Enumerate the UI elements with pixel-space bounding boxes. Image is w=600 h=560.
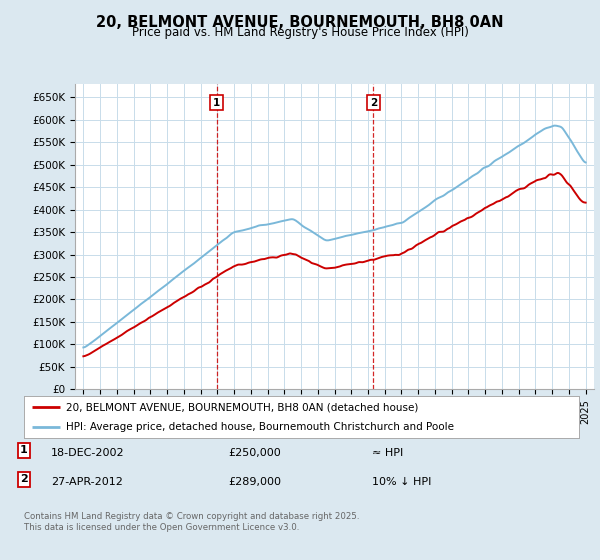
Text: 2: 2: [20, 474, 28, 484]
Text: ≈ HPI: ≈ HPI: [372, 448, 403, 458]
Text: 27-APR-2012: 27-APR-2012: [51, 477, 123, 487]
Text: £289,000: £289,000: [228, 477, 281, 487]
Text: 10% ↓ HPI: 10% ↓ HPI: [372, 477, 431, 487]
Text: 1: 1: [20, 445, 28, 455]
Text: Contains HM Land Registry data © Crown copyright and database right 2025.
This d: Contains HM Land Registry data © Crown c…: [24, 512, 359, 532]
Text: 18-DEC-2002: 18-DEC-2002: [51, 448, 125, 458]
Text: Price paid vs. HM Land Registry's House Price Index (HPI): Price paid vs. HM Land Registry's House …: [131, 26, 469, 39]
Text: 20, BELMONT AVENUE, BOURNEMOUTH, BH8 0AN (detached house): 20, BELMONT AVENUE, BOURNEMOUTH, BH8 0AN…: [65, 402, 418, 412]
Text: 20, BELMONT AVENUE, BOURNEMOUTH, BH8 0AN: 20, BELMONT AVENUE, BOURNEMOUTH, BH8 0AN: [96, 15, 504, 30]
Text: £250,000: £250,000: [228, 448, 281, 458]
Text: 1: 1: [213, 98, 220, 108]
Text: HPI: Average price, detached house, Bournemouth Christchurch and Poole: HPI: Average price, detached house, Bour…: [65, 422, 454, 432]
Text: 2: 2: [370, 98, 377, 108]
